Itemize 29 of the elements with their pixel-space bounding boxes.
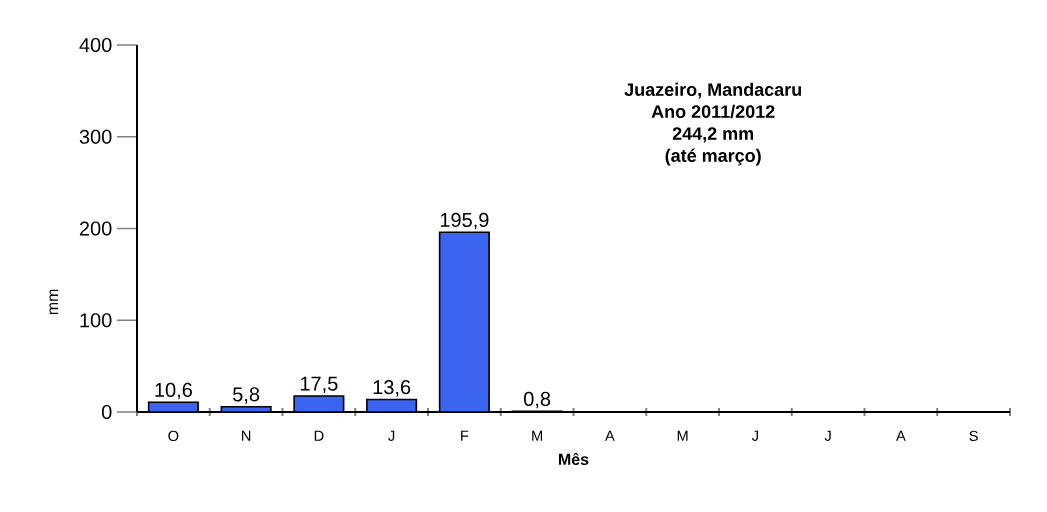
y-tick-label: 200 [79,221,112,236]
annotation: 244,2 mm [672,127,754,143]
x-tick-label: F [461,430,469,441]
data-label: 13,6 [373,380,411,397]
x-tick-label: A [896,430,906,441]
data-label: 17,5 [300,376,338,393]
x-tick-label: A [605,430,615,441]
text: Juazeiro, Mandacaru [624,82,801,99]
y-tick-label: 300 [79,129,112,144]
x-tick-label: J [824,430,831,441]
x-tick-label: D [314,430,324,441]
y-tick-label: 400 [79,37,112,53]
annotation: (até março) [665,148,761,166]
data-label: 5,8 [233,387,260,404]
text: Ano 2011/2012 [651,104,775,119]
x-tick-label: M [677,430,688,441]
x-tick-label: M [532,430,543,441]
x-tick-label: N [242,430,251,441]
y-tick-label: 0 [101,404,112,420]
y-tick-label: 100 [80,313,112,328]
data-label: 10,6 [155,382,192,400]
y-axis-title: mm [49,289,59,315]
x-tick-label: S [969,430,978,442]
x-tick-label: J [388,430,395,441]
x-tick-label: J [751,430,758,441]
data-label: 195,9 [440,212,489,230]
x-tick-label: O [168,430,179,442]
x-axis-title: Mês [559,452,589,466]
data-label: 0,8 [524,391,551,409]
